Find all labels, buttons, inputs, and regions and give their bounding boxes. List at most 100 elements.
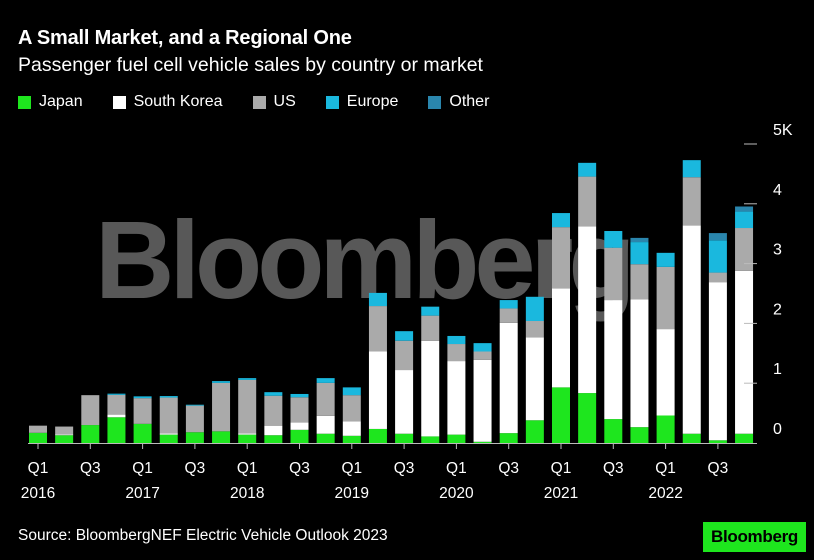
bar-segment-europe [290,393,309,398]
x-tick-label: Q3 [603,460,624,477]
bar-segment-europe [212,381,231,383]
bar-segment-europe [630,242,649,265]
bar-segment-europe [185,404,204,406]
bar-segment-us [29,425,47,433]
bar-segment-japan [525,420,544,443]
legend-item-europe: Europe [325,93,398,111]
bar-segment-japan [264,435,283,443]
bar-segment-japan [473,441,492,443]
bar-segment-europe [473,343,492,352]
bar-segment-japan [604,419,623,443]
bar-segment-japan [447,434,466,443]
bar-segment-us [447,344,466,362]
bar-segment-south-korea [735,270,754,434]
x-year-label: 2016 [21,485,55,502]
bar-segment-us [55,426,74,435]
bar-segment-japan [368,428,387,443]
bar-segment-japan [578,393,597,443]
bar-segment-us [421,315,440,341]
bar-segment-south-korea [290,422,309,430]
legend-label: South Korea [133,93,223,110]
bar-segment-us [133,398,152,424]
bar-segment-europe [682,160,701,178]
bar-segment-us [578,176,597,227]
bar-segment-europe [133,396,152,399]
x-year-label: 2019 [335,485,369,502]
bar-segment-us [708,272,727,283]
bar-segment-japan [656,415,675,443]
bar-segment-us [473,351,492,360]
bar-segment-south-korea [55,434,74,436]
bar-segment-us [682,177,701,226]
bar-segment-south-korea [107,414,126,418]
bar-segment-us [368,306,387,352]
bar-segment-europe [499,300,518,309]
bar-segment-japan [55,435,74,443]
bar-segment-europe [264,392,283,396]
legend-item-other: Other [428,93,489,111]
x-tick-label: Q3 [80,460,101,477]
bar-segment-other [630,237,649,243]
bar-segment-japan [499,433,518,443]
bar-segment-us [290,397,309,423]
bar-segment-japan [421,436,440,443]
x-tick-label: Q3 [708,460,729,477]
bar-segment-europe [447,335,466,345]
bar-segment-europe [656,252,675,267]
bar-segment-south-korea [368,351,387,429]
bar-segment-us [316,382,335,416]
x-tick-label: Q3 [394,460,415,477]
bar-segment-us [107,394,126,415]
bar-segment-japan [630,427,649,443]
x-year-label: 2020 [439,485,474,502]
bar-segment-us [212,382,231,432]
legend-item-japan: Japan [18,93,83,111]
bar-segment-us [81,395,100,426]
bar-segment-japan [212,431,231,443]
bar-segment-japan [159,434,178,443]
legend-swatch [325,95,339,109]
legend-label: Other [449,93,490,110]
x-year-label: 2021 [544,485,578,502]
bar-segment-europe [395,331,414,341]
y-tick-label: 0 [773,421,782,438]
bar-segment-other [708,233,727,241]
bar-segment-us [552,227,570,289]
legend: Japan South Korea US Europe Other [18,93,519,111]
bar-segment-south-korea [630,299,649,428]
bar-segment-japan [29,432,47,443]
y-tick-label: 2 [773,301,782,318]
bar-segment-us [238,379,257,434]
bar-segment-japan [735,433,754,443]
bar-segment-south-korea [238,433,257,435]
y-tick-label: 1 [773,361,782,378]
bar-segment-us [656,266,675,330]
bar-segment-europe [735,211,754,229]
bar-segment-japan [290,429,309,443]
bar-segment-us [264,395,283,426]
x-tick-label: Q3 [498,460,519,477]
bar-segment-us [395,340,414,371]
y-tick-label: 3 [773,242,782,259]
legend-label: US [273,93,296,110]
bar-segment-south-korea [708,282,727,441]
x-tick-label: Q1 [132,460,153,477]
bar-segment-south-korea [656,329,675,416]
bar-segment-us [342,395,361,422]
bar-segment-us [604,247,623,301]
bar-segment-south-korea [682,225,701,434]
bar-segment-japan [316,433,335,443]
bar-segment-europe [578,162,597,177]
x-tick-label: Q1 [446,460,467,477]
x-tick-label: Q3 [289,460,310,477]
bar-segment-europe [159,396,178,398]
y-tick-label: 4 [773,182,782,199]
legend-item-us: US [252,93,296,111]
legend-item-south-korea: South Korea [112,93,223,111]
bar-segment-south-korea [421,340,440,437]
bar-segment-us [159,397,178,434]
bar-segment-europe [552,213,570,228]
bar-segment-japan [682,433,701,443]
bar-segment-us [630,264,649,300]
legend-swatch [428,95,442,109]
